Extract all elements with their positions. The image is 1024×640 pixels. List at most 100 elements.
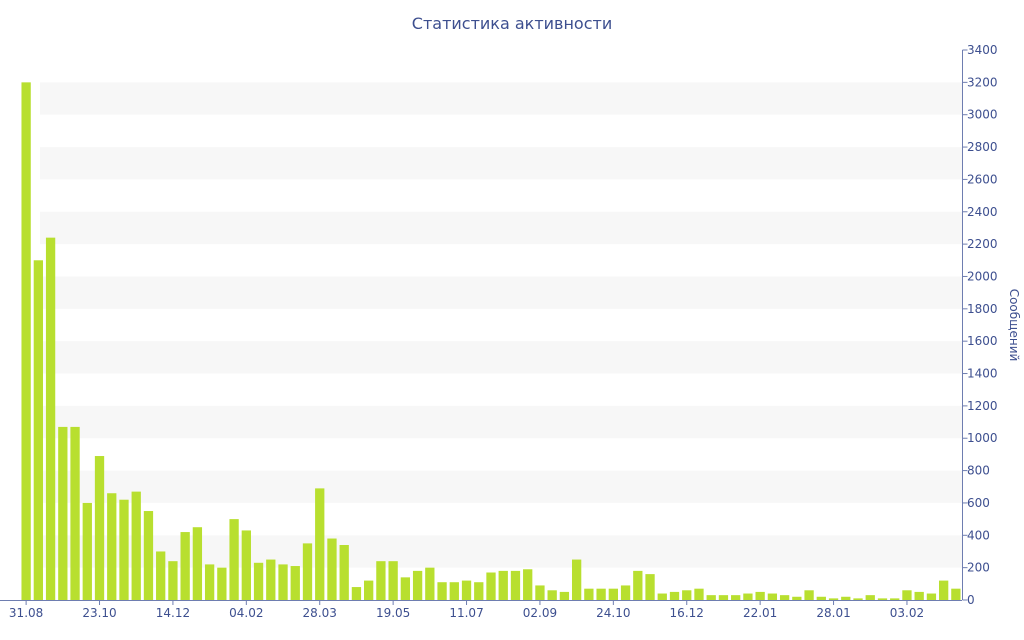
y-tick-label: 1800: [967, 302, 998, 316]
y-tick-label: 2400: [967, 205, 998, 219]
bar: [645, 574, 655, 600]
x-tick-label: 11.07: [449, 606, 483, 620]
bar: [33, 260, 43, 600]
bar: [804, 590, 814, 600]
bar: [327, 538, 337, 600]
bar: [951, 588, 961, 600]
x-tick-label: 19.05: [376, 606, 410, 620]
bar: [412, 570, 423, 600]
bar: [767, 593, 778, 600]
bar: [400, 577, 411, 600]
bar: [192, 527, 203, 600]
bar: [94, 456, 105, 600]
y-tick-label: 1000: [967, 431, 998, 445]
y-tick-label: 200: [967, 561, 990, 575]
y-tick-label: 1600: [967, 334, 998, 348]
bar: [204, 564, 215, 600]
bar: [45, 237, 56, 600]
bar: [669, 591, 680, 600]
bar: [425, 567, 435, 600]
bar: [498, 570, 508, 600]
bar: [156, 551, 166, 600]
bar: [584, 588, 594, 600]
grid-band: [40, 535, 962, 568]
bar: [877, 598, 888, 600]
bar: [70, 426, 80, 600]
bar: [510, 570, 521, 600]
bar: [571, 559, 582, 600]
bar: [633, 570, 643, 600]
bar: [229, 519, 239, 600]
bar: [217, 567, 227, 600]
y-tick-label: 3400: [967, 43, 998, 57]
bar: [779, 595, 790, 600]
bar: [792, 596, 802, 600]
bar: [596, 588, 606, 600]
bar: [437, 582, 447, 600]
bar: [535, 585, 545, 600]
bar: [755, 591, 765, 600]
grid-band: [40, 211, 962, 245]
bar: [890, 598, 900, 600]
bar: [743, 593, 753, 600]
y-tick-label: 2200: [967, 237, 998, 251]
x-tick-label: 23.10: [82, 606, 116, 620]
bar: [119, 499, 129, 600]
bar: [865, 595, 875, 600]
x-tick-label: 28.01: [816, 606, 850, 620]
bar: [168, 561, 178, 600]
x-tick-label: 02.09: [523, 606, 557, 620]
y-axis-title: Сообщений: [1007, 289, 1021, 362]
x-tick-label: 04.02: [229, 606, 263, 620]
bar: [841, 596, 851, 600]
grid-band: [40, 405, 962, 439]
bar: [241, 530, 251, 600]
bar: [718, 595, 729, 600]
bar: [339, 545, 349, 600]
bar: [107, 493, 117, 600]
bar: [853, 598, 863, 600]
bars-group: [21, 82, 961, 601]
bar: [315, 488, 325, 600]
bar: [486, 572, 496, 600]
y-tick-label: 400: [967, 528, 990, 542]
chart-title: Статистика активности: [411, 14, 613, 33]
bar: [266, 559, 276, 600]
bar: [351, 587, 362, 600]
grid-band: [40, 470, 962, 503]
bar: [657, 593, 667, 600]
y-tick-label: 1200: [967, 399, 998, 413]
grid-band: [40, 147, 962, 180]
bar: [302, 543, 313, 600]
bar: [902, 590, 912, 600]
bar: [559, 591, 570, 600]
bar: [388, 561, 398, 600]
bar: [364, 580, 374, 600]
bar: [620, 585, 631, 600]
bar: [278, 564, 288, 600]
bar: [694, 588, 704, 600]
x-tick-label: 14.12: [156, 606, 190, 620]
bar: [461, 580, 472, 600]
x-axis: 31.08 23.10 14.12 04.02 28.03 19.05 11.07 02.09…: [0, 600, 962, 620]
bar: [926, 593, 937, 600]
x-tick-label: 28.03: [303, 606, 337, 620]
y-tick-label: 3000: [967, 108, 998, 122]
x-tick-label: 24.10: [596, 606, 630, 620]
y-tick-label: 800: [967, 464, 990, 478]
y-tick-label: 1400: [967, 367, 998, 381]
bar: [290, 566, 300, 600]
x-tick-label: 22.01: [743, 606, 777, 620]
x-tick-label: 16.12: [670, 606, 704, 620]
bar: [547, 590, 557, 600]
bar: [376, 561, 386, 600]
grid-band: [40, 341, 962, 374]
bar: [131, 491, 141, 600]
bar: [253, 562, 264, 600]
grid-bands: [40, 82, 962, 568]
x-tick-label: 03.02: [890, 606, 924, 620]
grid-band: [40, 82, 962, 115]
bar: [143, 511, 154, 600]
y-tick-label: 600: [967, 496, 990, 510]
